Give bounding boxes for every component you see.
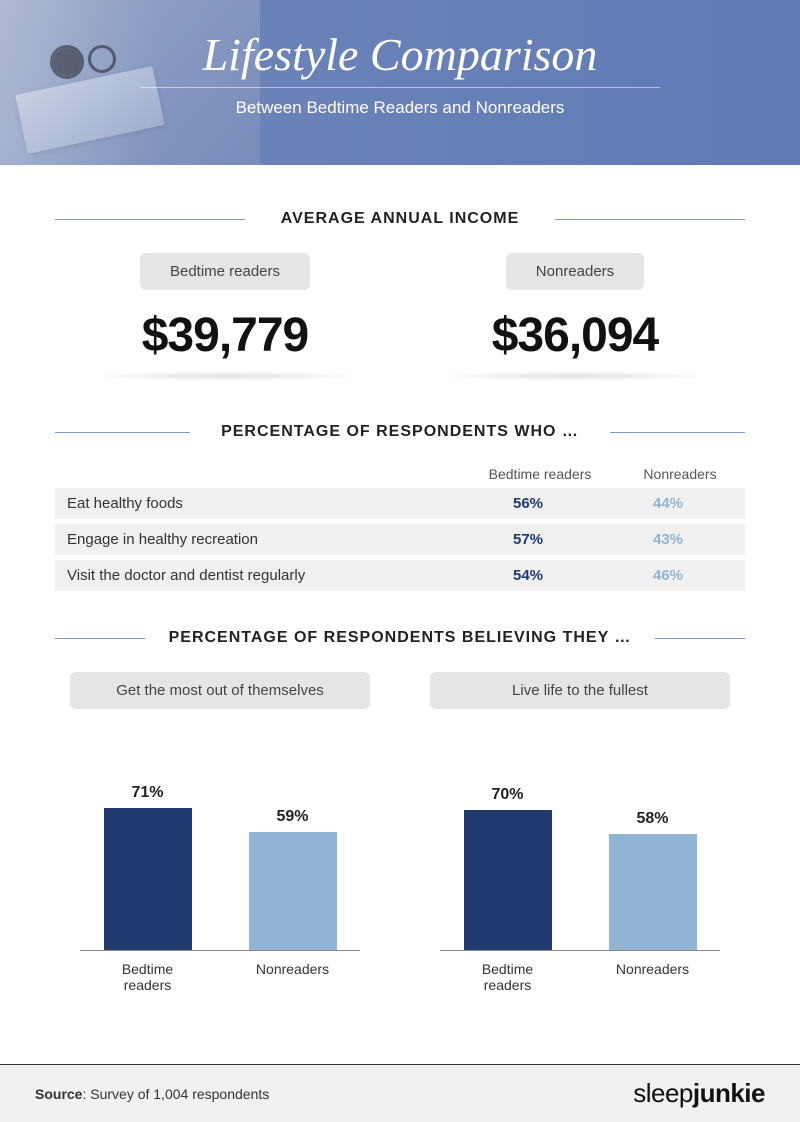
bar-readers: 71% [98,784,198,950]
income-nonreaders-value: $36,094 [435,308,715,363]
source-label: Source [35,1086,82,1102]
table-row: Visit the doctor and dentist regularly54… [55,560,745,591]
section-title-respondents: PERCENTAGE OF RESPONDENTS WHO … [55,423,745,441]
row-nonreaders-value: 43% [603,531,733,548]
bar-nonreaders-value: 58% [603,810,703,828]
row-label: Visit the doctor and dentist regularly [67,567,453,584]
bar-chart: Live life to the fullest 70% 58% Bedtime re… [420,672,740,993]
logo-part-a: sleep [633,1078,693,1108]
section-title-income: AVERAGE ANNUAL INCOME [55,210,745,228]
row-readers-value: 54% [453,567,603,584]
source-text: Source: Survey of 1,004 respondents [35,1086,269,1102]
income-section: AVERAGE ANNUAL INCOME Bedtime readers $3… [55,210,745,381]
axis-label-nonreaders: Nonreaders [603,961,703,993]
col-header-readers: Bedtime readers [465,466,615,482]
bar-readers-rect [464,810,552,950]
income-readers-label: Bedtime readers [140,253,310,290]
axis-label-readers: Bedtime readers [98,961,198,993]
income-readers: Bedtime readers $39,779 [85,253,365,381]
row-label: Eat healthy foods [67,495,453,512]
page-subtitle: Between Bedtime Readers and Nonreaders [0,98,800,118]
respondents-section: PERCENTAGE OF RESPONDENTS WHO … Bedtime … [55,423,745,591]
title-rule [140,87,660,88]
shadow [435,371,715,381]
row-readers-value: 57% [453,531,603,548]
bars-area: 71% 59% [80,731,360,951]
table-row: Engage in healthy recreation57%43% [55,524,745,555]
axis-label-readers: Bedtime readers [458,961,558,993]
bar-nonreaders: 58% [603,810,703,950]
bar-nonreaders-value: 59% [243,808,343,826]
bar-readers-rect [104,808,192,950]
bars-area: 70% 58% [440,731,720,951]
income-readers-value: $39,779 [85,308,365,363]
header: Lifestyle Comparison Between Bedtime Rea… [0,0,800,165]
col-header-nonreaders: Nonreaders [615,466,745,482]
logo-part-b: junkie [693,1078,765,1108]
bar-readers-value: 71% [98,784,198,802]
source-value: : Survey of 1,004 respondents [82,1086,269,1102]
bar-nonreaders: 59% [243,808,343,950]
chart-title: Get the most out of themselves [70,672,370,709]
table-row: Eat healthy foods56%44% [55,488,745,519]
row-nonreaders-value: 44% [603,495,733,512]
shadow [85,371,365,381]
income-nonreaders-label: Nonreaders [506,253,644,290]
row-label: Engage in healthy recreation [67,531,453,548]
row-nonreaders-value: 46% [603,567,733,584]
header-photo [0,0,260,165]
page-title: Lifestyle Comparison [0,28,800,81]
income-nonreaders: Nonreaders $36,094 [435,253,715,381]
bar-readers-value: 70% [458,786,558,804]
axis-label-nonreaders: Nonreaders [243,961,343,993]
table-header: Bedtime readers Nonreaders [55,466,745,482]
axis-labels: Bedtime readers Nonreaders [80,961,360,993]
bar-nonreaders-rect [249,832,337,950]
logo: sleepjunkie [633,1078,765,1109]
row-readers-value: 56% [453,495,603,512]
believing-section: PERCENTAGE OF RESPONDENTS BELIEVING THEY… [55,629,745,993]
bar-nonreaders-rect [609,834,697,950]
bar-readers: 70% [458,786,558,950]
axis-labels: Bedtime readers Nonreaders [440,961,720,993]
bar-chart: Get the most out of themselves 71% 59% Bedt… [60,672,380,993]
section-title-believing: PERCENTAGE OF RESPONDENTS BELIEVING THEY… [55,629,745,647]
footer: Source: Survey of 1,004 respondents slee… [0,1064,800,1122]
chart-title: Live life to the fullest [430,672,730,709]
